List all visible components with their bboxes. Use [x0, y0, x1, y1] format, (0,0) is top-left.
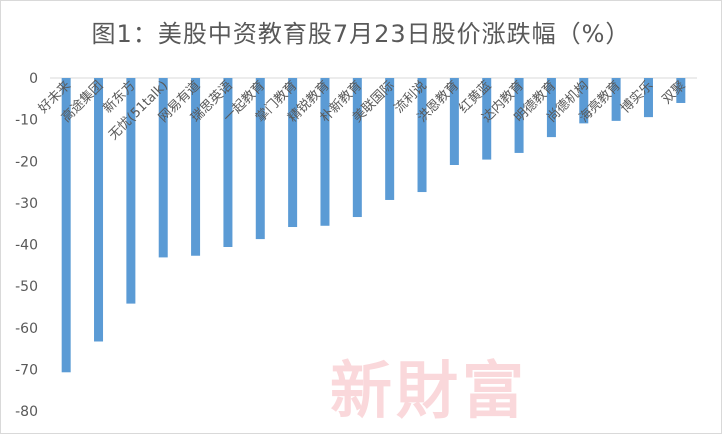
bar: [385, 78, 395, 200]
bar: [61, 78, 71, 373]
bar: [158, 78, 168, 258]
y-tick-label: -60: [15, 321, 38, 337]
y-tick-label: -50: [15, 279, 38, 295]
bar: [126, 78, 136, 304]
bar: [320, 78, 330, 226]
bar: [579, 78, 589, 124]
bar: [255, 78, 265, 240]
bar: [546, 78, 556, 138]
chart-title: 图1：美股中资教育股7月23日股价涨跌幅（%）: [91, 20, 631, 48]
bar: [417, 78, 427, 193]
bar: [449, 78, 459, 165]
watermark-logo: 新財富: [330, 354, 529, 427]
y-tick-label: -70: [15, 362, 38, 378]
bar: [191, 78, 201, 256]
bar: [223, 78, 233, 247]
bar: [288, 78, 298, 228]
bar: [352, 78, 362, 218]
y-tick-label: -80: [15, 404, 38, 420]
bar: [643, 78, 653, 118]
bar: [94, 78, 104, 342]
bar: [676, 78, 686, 103]
bar: [482, 78, 492, 160]
y-tick-label: 0: [29, 71, 38, 87]
y-tick-label: -30: [15, 196, 38, 212]
y-tick-label: -40: [15, 238, 38, 254]
y-tick-label: -10: [15, 113, 38, 129]
bar: [514, 78, 524, 153]
y-tick-label: -20: [15, 154, 38, 170]
bar: [611, 78, 621, 121]
